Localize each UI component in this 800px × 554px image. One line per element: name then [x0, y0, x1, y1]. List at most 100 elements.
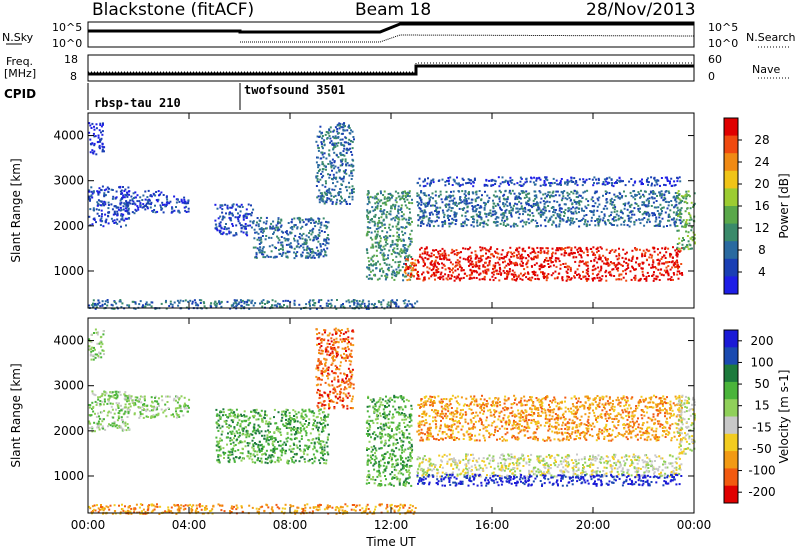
power-panel-cell — [336, 299, 338, 301]
power-panel-cell — [408, 190, 411, 193]
power-panel-cell — [296, 226, 299, 229]
power-panel-cell — [268, 236, 270, 239]
power-panel-cell — [107, 191, 110, 193]
power-panel-cell — [418, 217, 421, 220]
power-panel-cell — [384, 244, 387, 247]
power-panel-cell — [620, 211, 623, 214]
power-panel-cell — [533, 176, 536, 179]
power-panel-cell — [654, 192, 657, 195]
power-panel-cell — [597, 177, 600, 180]
power-panel-cell — [350, 129, 352, 132]
power-panel-cell — [183, 196, 186, 199]
power-panel-cell — [436, 211, 438, 213]
power-panel-cell — [344, 198, 346, 201]
power-panel-cell — [684, 226, 687, 229]
power-panel-cell — [539, 224, 542, 227]
power-panel-cell — [270, 222, 273, 225]
power-panel-cell — [459, 196, 461, 199]
power-panel-cell — [424, 205, 427, 208]
power-panel-cell — [498, 197, 501, 200]
power-panel-cell — [558, 260, 561, 263]
power-panel-cell — [378, 200, 381, 203]
power-panel-cell — [658, 223, 661, 226]
power-panel-cell — [353, 303, 356, 306]
power-panel-cell — [687, 194, 690, 197]
power-panel-cell — [445, 203, 448, 206]
power-panel-cell — [445, 206, 448, 208]
power-panel-cell — [652, 273, 655, 276]
power-panel-cell — [502, 181, 505, 184]
power-panel-cell — [327, 238, 330, 241]
power-panel-cell — [231, 212, 234, 215]
power-panel-cell — [520, 253, 523, 256]
power-panel-cell — [339, 305, 342, 308]
power-panel-cell — [279, 248, 282, 250]
power-panel-cell — [510, 181, 513, 184]
power-panel-cell — [458, 202, 461, 204]
power-panel-cell — [555, 179, 558, 182]
power-panel-cell — [410, 272, 413, 275]
power-panel-cell — [428, 217, 431, 220]
power-panel-cell — [667, 219, 669, 222]
velocity-panel-cell — [119, 425, 122, 428]
power-panel-cell — [666, 269, 669, 272]
velocity-panel-cell — [122, 422, 125, 425]
velocity-panel-cell — [145, 415, 148, 418]
power-panel-cell — [235, 233, 238, 236]
power-panel-cell — [156, 210, 159, 213]
velocity-panel-cell — [100, 411, 103, 414]
power-panel-cell — [453, 275, 456, 278]
power-panel-cell — [525, 190, 528, 193]
velocity-panel-cell — [141, 408, 143, 411]
power-panel-cell — [606, 181, 609, 184]
power-panel-cell — [672, 272, 675, 274]
power-panel-cell — [353, 302, 356, 304]
power-panel-cell — [653, 206, 656, 209]
power-panel-cell — [510, 251, 513, 254]
power-panel-cell — [485, 257, 488, 260]
power-panel-cell — [424, 184, 427, 187]
power-panel-cell — [339, 164, 342, 167]
power-panel-cell — [676, 261, 679, 264]
power-panel-cell — [504, 211, 507, 214]
power-panel-cell — [383, 254, 386, 257]
power-panel-cell — [351, 195, 354, 198]
power-panel-cell — [659, 193, 662, 195]
power-panel-cell — [427, 218, 430, 221]
power-panel-cell — [107, 207, 110, 210]
power-panel-cell — [396, 299, 398, 302]
power-panel-cell — [260, 236, 262, 239]
power-panel-cell — [586, 278, 589, 280]
power-panel-cell — [510, 215, 513, 218]
power-panel-cell — [617, 278, 620, 281]
power-panel-cell — [671, 184, 674, 187]
power-panel-cell — [452, 267, 454, 270]
power-panel-cell — [381, 224, 384, 227]
power-panel-cell — [235, 203, 238, 206]
power-panel-cell — [555, 260, 558, 263]
power-panel-cell — [523, 221, 526, 224]
power-panel-cell — [216, 229, 219, 232]
power-panel-cell — [508, 210, 511, 213]
power-panel-cell — [679, 272, 681, 275]
power-panel-cell — [259, 251, 261, 254]
velocity-panel-cell — [89, 404, 92, 407]
power-panel-cell — [122, 196, 124, 199]
power-panel-cell — [497, 273, 500, 275]
power-panel-cell — [645, 212, 648, 215]
power-panel-cell — [442, 263, 445, 266]
power-panel-cell — [120, 189, 123, 192]
power-panel-cell — [245, 217, 248, 219]
velocity-panel-background — [88, 318, 694, 513]
power-panel-cell — [515, 211, 518, 214]
power-panel-cell — [342, 177, 345, 180]
power-panel-cell — [408, 195, 411, 198]
power-panel-cell — [385, 273, 388, 275]
power-panel-cell — [657, 253, 659, 256]
power-panel-cell — [490, 184, 493, 187]
power-panel-cell — [489, 248, 492, 250]
power-panel-cell — [89, 138, 92, 141]
velocity-panel-cell — [96, 422, 99, 425]
power-panel-cell — [421, 252, 424, 255]
power-panel-cell — [581, 209, 584, 212]
